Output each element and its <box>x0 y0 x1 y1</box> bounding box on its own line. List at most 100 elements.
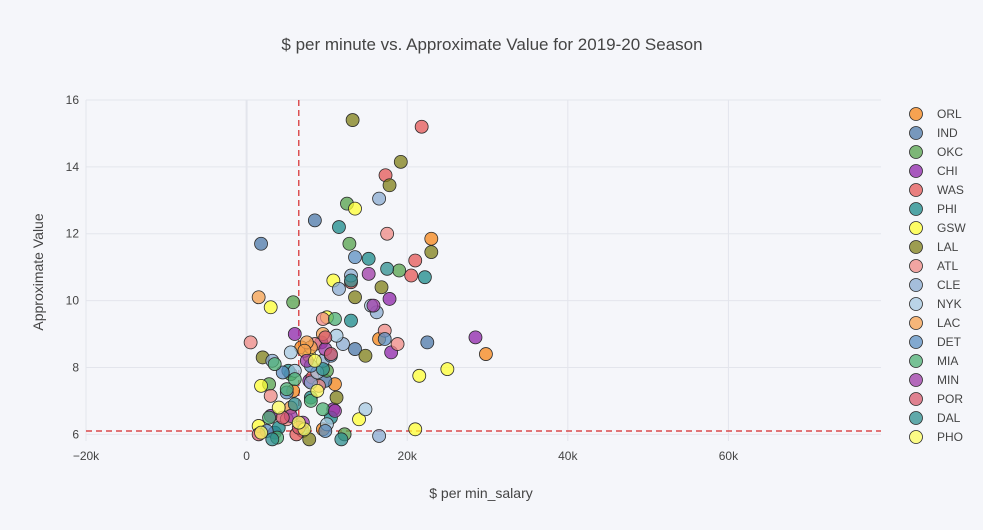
data-point[interactable] <box>315 362 330 377</box>
data-point[interactable] <box>358 402 373 417</box>
data-point[interactable] <box>414 119 429 134</box>
data-point[interactable] <box>332 220 346 234</box>
legend-label: LAL <box>937 240 959 254</box>
data-point[interactable] <box>408 422 423 437</box>
legend-item-phi[interactable]: PHI <box>909 202 958 216</box>
data-point[interactable] <box>267 357 282 372</box>
data-point[interactable] <box>286 295 301 310</box>
data-point[interactable] <box>275 365 290 380</box>
data-point[interactable] <box>390 337 405 351</box>
data-point[interactable] <box>344 273 358 288</box>
data-point[interactable] <box>393 154 408 169</box>
data-point[interactable] <box>424 245 439 260</box>
data-point[interactable] <box>332 281 346 296</box>
legend-item-ind[interactable]: IND <box>909 126 959 140</box>
series-lal[interactable] <box>255 113 439 447</box>
legend-item-lal[interactable]: LAL <box>909 240 959 254</box>
legend-item-was[interactable]: WAS <box>909 183 964 197</box>
data-point[interactable] <box>265 432 280 447</box>
data-point[interactable] <box>287 327 302 341</box>
data-point[interactable] <box>344 313 358 328</box>
data-point[interactable] <box>310 383 325 398</box>
data-point[interactable] <box>382 178 397 193</box>
legend-item-atl[interactable]: ATL <box>909 259 959 273</box>
data-point[interactable] <box>372 191 387 206</box>
data-point[interactable] <box>440 362 455 377</box>
data-point[interactable] <box>479 347 493 361</box>
data-point[interactable] <box>318 424 333 438</box>
data-point[interactable] <box>287 397 302 412</box>
data-point[interactable] <box>417 270 432 285</box>
data-point[interactable] <box>408 253 423 268</box>
legend-item-cle[interactable]: CLE <box>909 278 961 292</box>
x-tick-label: 40k <box>558 449 578 463</box>
data-point[interactable] <box>243 335 258 350</box>
data-point[interactable] <box>392 263 407 278</box>
data-point[interactable] <box>287 372 302 387</box>
data-point[interactable] <box>352 412 366 427</box>
data-point[interactable] <box>372 429 387 443</box>
data-point[interactable] <box>291 415 306 430</box>
data-point[interactable] <box>412 368 427 383</box>
data-point[interactable] <box>315 402 330 417</box>
legend-item-min[interactable]: MIN <box>909 373 960 387</box>
legend-item-nyk[interactable]: NYK <box>909 297 962 311</box>
data-point[interactable] <box>366 298 381 313</box>
data-point[interactable] <box>358 348 373 363</box>
legend-item-okc[interactable]: OKC <box>909 145 964 159</box>
data-point[interactable] <box>318 330 333 345</box>
data-point[interactable] <box>334 432 349 447</box>
data-point[interactable] <box>271 400 286 415</box>
series-dal[interactable] <box>265 261 395 447</box>
data-point[interactable] <box>262 410 276 425</box>
legend-item-orl[interactable]: ORL <box>909 107 963 121</box>
data-point[interactable] <box>348 201 362 216</box>
data-point[interactable] <box>404 268 419 283</box>
data-point[interactable] <box>374 280 389 295</box>
data-point[interactable] <box>307 213 322 228</box>
legend-item-por[interactable]: POR <box>909 392 964 406</box>
data-point[interactable] <box>263 300 278 315</box>
data-point[interactable] <box>254 236 268 251</box>
legend-item-gsw[interactable]: GSW <box>909 221 967 235</box>
data-point[interactable] <box>329 390 344 405</box>
data-point[interactable] <box>345 113 360 127</box>
data-point[interactable] <box>420 335 435 350</box>
data-point[interactable] <box>263 388 278 403</box>
legend-item-mia[interactable]: MIA <box>909 354 959 368</box>
data-point[interactable] <box>307 353 322 368</box>
data-point[interactable] <box>324 347 338 361</box>
data-point[interactable] <box>342 236 357 251</box>
legend-item-dal[interactable]: DAL <box>909 411 961 425</box>
data-point[interactable] <box>348 342 362 356</box>
legend[interactable]: ORL IND OKC CHI WAS PHI GSW LAL ATL CLE NYK LAC DET M… <box>909 107 967 444</box>
data-point[interactable] <box>382 292 397 306</box>
data-point[interactable] <box>380 261 395 276</box>
legend-item-lac[interactable]: LAC <box>909 316 961 330</box>
data-point[interactable] <box>328 404 342 418</box>
data-point[interactable] <box>254 378 268 393</box>
data-point[interactable] <box>251 290 266 305</box>
data-point[interactable] <box>315 312 330 326</box>
series-atl[interactable] <box>243 226 405 427</box>
data-point[interactable] <box>377 332 392 346</box>
legend-item-det[interactable]: DET <box>909 335 962 349</box>
legend-marker <box>909 107 923 121</box>
data-point[interactable] <box>254 425 268 440</box>
legend-item-pho[interactable]: PHO <box>909 430 964 444</box>
data-points[interactable] <box>243 113 493 447</box>
series-pho[interactable] <box>254 353 325 440</box>
data-point[interactable] <box>283 345 298 360</box>
data-point[interactable] <box>348 290 362 305</box>
legend-item-chi[interactable]: CHI <box>909 164 958 178</box>
data-point[interactable] <box>348 250 362 265</box>
x-tick-label: 60k <box>719 449 739 463</box>
data-point[interactable] <box>328 312 342 326</box>
data-point[interactable] <box>303 393 318 408</box>
data-point[interactable] <box>361 251 376 266</box>
data-point[interactable] <box>361 266 376 281</box>
data-point[interactable] <box>468 330 483 345</box>
data-point[interactable] <box>380 226 395 241</box>
data-point[interactable] <box>424 231 439 246</box>
data-point[interactable] <box>279 382 294 397</box>
